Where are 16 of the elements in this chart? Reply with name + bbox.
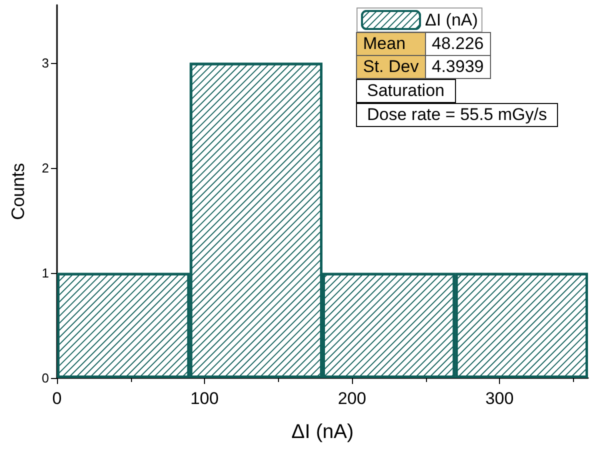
x-axis-title: ΔI (nA) [291,421,354,443]
x-tick-label: 100 [190,389,219,408]
y-tick-label: 2 [42,160,49,176]
annotation: 48.226 [425,32,490,56]
annotation: Dose rate = 55.5 mGy/s [356,103,558,127]
y-tick-label: 1 [42,265,49,280]
y-tick-label: 0 [42,370,49,386]
y-tick-label: 3 [42,55,49,70]
annotation: Saturation [356,79,456,103]
annotation: St. Dev [356,56,426,78]
x-tick-label: 200 [338,389,366,408]
x-tick-label: 300 [485,389,514,408]
y-axis-title: Counts [8,162,28,220]
annotation: 4.3939 [425,56,490,78]
annotation: Mean [356,32,426,56]
legend-label: ΔI (nA) [425,10,478,30]
